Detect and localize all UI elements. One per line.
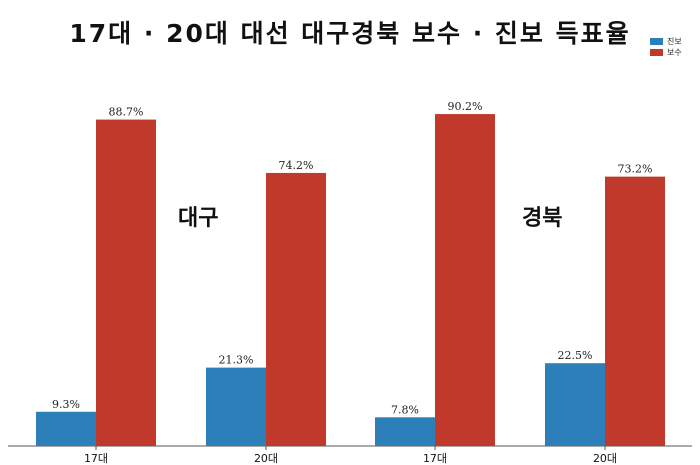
group-label-gyeongbuk: 경북 bbox=[522, 206, 563, 231]
bar-progressive-0 bbox=[36, 411, 96, 446]
x-tick-label-2: 17대 bbox=[423, 452, 447, 465]
data-label-progressive-2: 7.8% bbox=[391, 403, 419, 416]
chart-title: 17대 · 20대 대선 대구경북 보수 · 진보 득표율 bbox=[69, 19, 631, 48]
bar-progressive-3 bbox=[545, 363, 605, 446]
x-tick-label-0: 17대 bbox=[84, 452, 108, 465]
bar-conservative-2 bbox=[435, 114, 495, 447]
legend-label-conservative: 보수 bbox=[667, 48, 682, 57]
bar-progressive-2 bbox=[375, 417, 435, 446]
bar-progressive-1 bbox=[206, 367, 266, 446]
x-tick-label-3: 20대 bbox=[593, 452, 617, 465]
bar-conservative-1 bbox=[266, 172, 326, 446]
x-tick-label-1: 20대 bbox=[254, 452, 278, 465]
data-label-conservative-2: 90.2% bbox=[448, 100, 483, 113]
data-label-conservative-3: 73.2% bbox=[618, 163, 653, 176]
legend-item-progressive: 진보 bbox=[650, 36, 682, 47]
legend-item-conservative: 보수 bbox=[650, 47, 682, 58]
legend-swatch-progressive bbox=[650, 38, 663, 45]
data-label-progressive-3: 22.5% bbox=[558, 349, 593, 362]
legend-label-progressive: 진보 bbox=[667, 37, 682, 46]
data-label-progressive-0: 9.3% bbox=[52, 398, 80, 411]
bar-conservative-3 bbox=[605, 176, 665, 446]
data-label-progressive-1: 21.3% bbox=[219, 354, 254, 367]
data-label-conservative-0: 88.7% bbox=[109, 106, 144, 119]
legend-swatch-conservative bbox=[650, 49, 663, 56]
data-label-conservative-1: 74.2% bbox=[279, 159, 314, 172]
group-label-daegu: 대구 bbox=[178, 206, 219, 231]
legend: 진보 보수 bbox=[650, 36, 682, 58]
bar-conservative-0 bbox=[96, 119, 156, 447]
